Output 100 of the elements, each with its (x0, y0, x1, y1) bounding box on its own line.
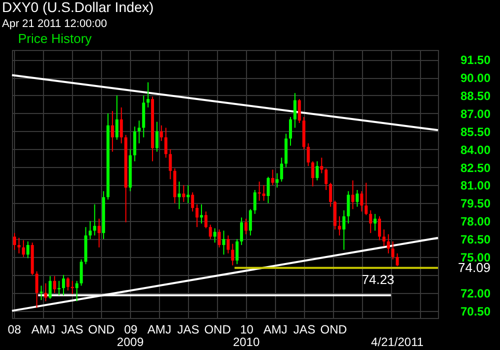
candlestick (182, 184, 186, 202)
candlestick (66, 276, 70, 291)
candlestick (338, 216, 341, 236)
x-tick-label: AMJ (31, 322, 56, 336)
candlestick (324, 168, 328, 190)
y-tick-label: 90.00 (460, 71, 491, 86)
candlestick (280, 157, 284, 182)
candlestick (62, 274, 65, 296)
y-tick-label: 82.50 (460, 160, 491, 175)
candlestick (120, 106, 123, 144)
candlestick (93, 204, 96, 236)
candlestick (168, 148, 172, 180)
candlestick (88, 220, 92, 240)
candlestick (288, 116, 292, 146)
candlestick (253, 189, 256, 214)
candlestick (293, 92, 296, 128)
candlestick (236, 238, 239, 265)
chart-subtitle: Apr 21 2011 12:00:00 (2, 18, 107, 30)
x-tick-label: JAS (61, 322, 84, 336)
candlestick (298, 98, 301, 124)
candlestick (356, 189, 359, 208)
candlestick (374, 213, 377, 232)
candlestick (271, 169, 274, 186)
candlestick (396, 252, 399, 267)
candlestick (164, 127, 168, 158)
candlestick (13, 232, 16, 250)
candlestick (40, 285, 43, 301)
y-tick-label: 87.00 (460, 106, 491, 121)
y-tick-label: 81.00 (460, 178, 491, 193)
candlestick (320, 157, 324, 174)
candlestick (378, 216, 382, 241)
x2-tick-label: 2010 (232, 335, 260, 349)
y-tick-label: 79.50 (460, 196, 491, 211)
y-tick-label: 91.50 (460, 53, 491, 68)
candlestick (160, 124, 163, 142)
candlestick (26, 240, 30, 259)
candlestick (360, 190, 364, 212)
candlestick (262, 184, 266, 202)
x2-tick-label: 2009 (116, 335, 144, 349)
candlestick (231, 243, 234, 266)
candlestick (382, 228, 386, 247)
candlestick (17, 237, 20, 254)
candlestick (306, 142, 310, 167)
y-tick-label: 88.50 (460, 88, 491, 103)
x2-tick-label: 4/21/2011 (371, 335, 424, 349)
x-tick-label: 10 (240, 322, 254, 336)
candlestick (80, 258, 83, 286)
candlestick (178, 181, 181, 210)
candlestick (75, 280, 78, 302)
candlestick (369, 210, 372, 234)
annotation: 74.23 (362, 272, 394, 288)
x-tick-label: AMJ (147, 322, 172, 336)
candlestick (276, 172, 279, 188)
candlestick (222, 230, 226, 256)
candlestick (342, 210, 346, 250)
candlestick (146, 82, 150, 108)
candlestick (138, 120, 141, 144)
candlestick (386, 234, 390, 254)
candlestick (351, 180, 354, 210)
candlestick (196, 204, 199, 228)
candlestick (155, 121, 158, 152)
candlestick (44, 282, 48, 302)
candlestick (391, 240, 394, 260)
candlestick (266, 176, 270, 204)
candlestick (213, 228, 216, 244)
candlestick (329, 182, 332, 208)
x-tick-label: JAS (177, 322, 200, 336)
candlestick (98, 218, 101, 248)
candlestick (53, 276, 56, 294)
candlestick (333, 200, 336, 230)
candlestick (316, 160, 319, 181)
candlestick (218, 228, 221, 248)
y-tick-label: 84.00 (460, 142, 491, 157)
candlestick (364, 182, 368, 216)
x-tick-label: AMJ (263, 322, 288, 336)
candlestick (208, 224, 212, 240)
y-tick-label: 72.00 (460, 286, 491, 300)
candlestick (48, 276, 52, 300)
candlestick (311, 160, 314, 187)
candlestick (35, 270, 38, 308)
candlestick (346, 190, 350, 224)
candlestick (58, 280, 61, 296)
candlestick (226, 234, 230, 254)
x-tick-label: OND (204, 322, 232, 336)
candlestick (204, 211, 208, 229)
x-tick-label: 08 (8, 322, 22, 336)
x-tick-label: 09 (124, 322, 138, 336)
y-tick-label: 70.50 (460, 304, 491, 318)
y-tick-label: 78.00 (460, 214, 491, 229)
x-tick-label: OND (88, 322, 116, 336)
x-tick-label: JAS (293, 322, 316, 336)
x-tick-label: OND (320, 322, 348, 336)
candlestick (200, 204, 203, 224)
y-tick-label: 76.50 (460, 232, 491, 247)
candlestick (240, 217, 244, 246)
text: Price History (18, 31, 92, 46)
candlestick (110, 110, 114, 152)
candlestick (244, 218, 248, 235)
candlestick (248, 208, 252, 236)
candlestick (22, 240, 25, 258)
